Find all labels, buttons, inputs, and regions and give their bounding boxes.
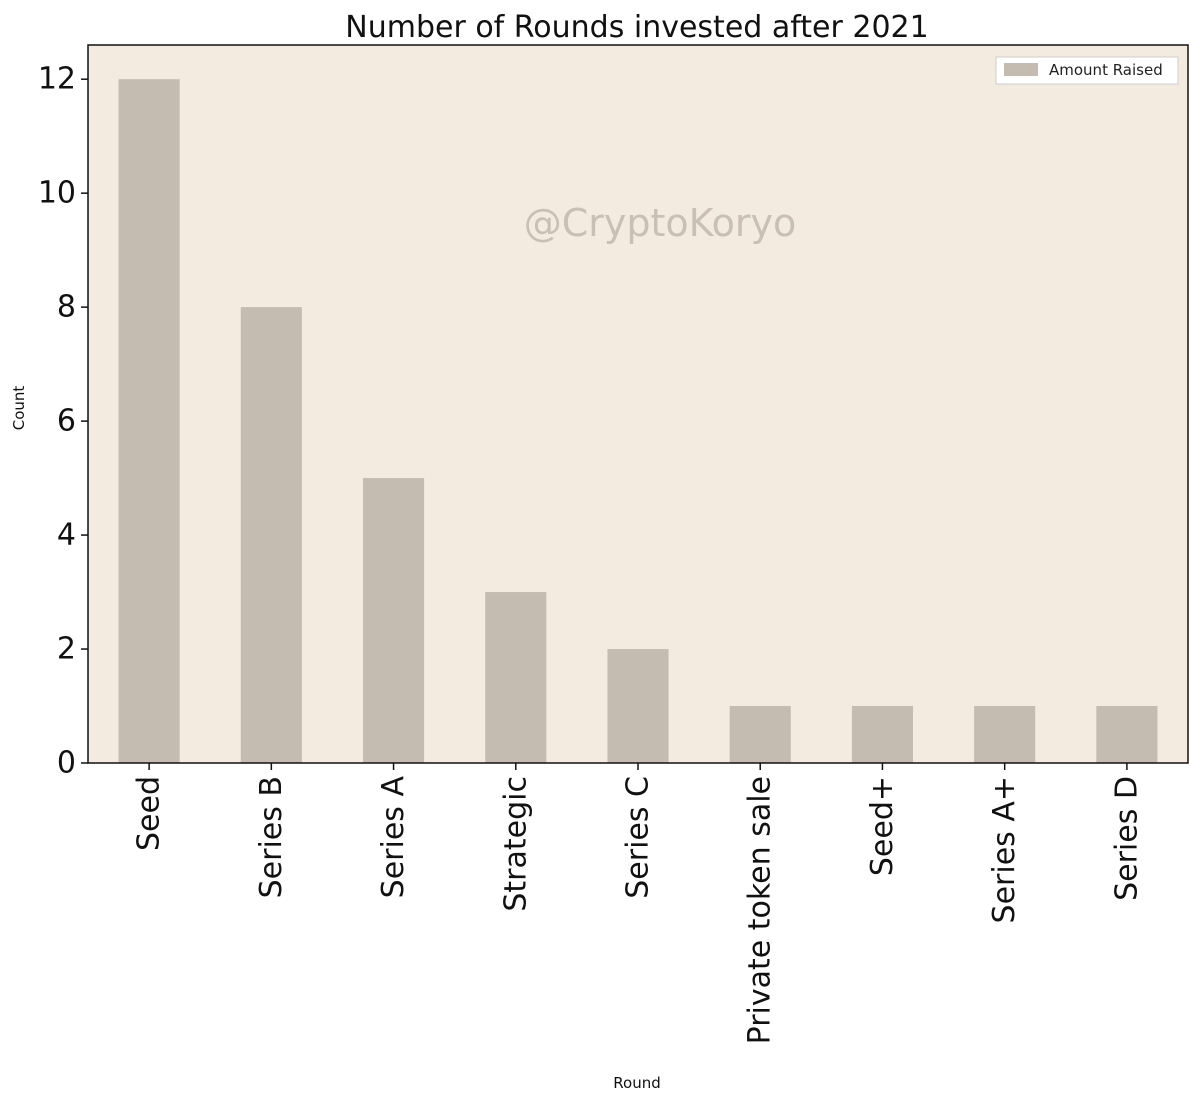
bar-strategic (485, 592, 547, 763)
x-tick-label: Series B (254, 776, 289, 898)
x-tick-label: Series C (621, 776, 656, 899)
x-tick-label: Series D (1109, 776, 1144, 901)
y-tick-label: 0 (57, 746, 76, 781)
plot-frame (87, 44, 1189, 764)
bar-private-token-sale (729, 706, 791, 763)
y-tick-label: 12 (38, 62, 76, 97)
bar-seed- (851, 706, 913, 763)
bar-series-a (363, 478, 425, 763)
x-tick-label: Series A (376, 776, 411, 899)
x-tick-label: Strategic (498, 776, 533, 912)
x-axis-ticks: Seed Series B Series A Strategic Series C Pri… (132, 763, 1144, 1044)
x-tick-label: Series A+ (987, 776, 1022, 923)
bars-group (118, 79, 1158, 763)
y-tick-label: 6 (57, 404, 76, 439)
y-tick-label: 10 (38, 176, 76, 211)
x-tick-label: Private token sale (743, 776, 778, 1044)
bar-series-a- (974, 706, 1036, 763)
y-axis-ticks: 0 2 4 6 8 10 12 (38, 62, 88, 781)
y-axis-label: Count (10, 386, 28, 431)
bar-series-b (240, 307, 302, 763)
bar-seed (118, 79, 180, 763)
watermark: @CryptoKoryo (524, 201, 797, 245)
legend: Amount Raised (995, 56, 1179, 85)
y-tick-label: 8 (57, 290, 76, 325)
x-tick-label: Seed+ (865, 776, 900, 876)
x-tick-label: Seed (132, 776, 167, 851)
legend-label: Amount Raised (1049, 61, 1163, 79)
bar-series-c (607, 649, 669, 763)
chart-title: Number of Rounds invested after 2021 (345, 10, 928, 45)
y-tick-label: 4 (57, 518, 76, 553)
x-axis-label: Round (613, 1074, 660, 1092)
y-tick-label: 2 (57, 632, 76, 667)
bar-series-d (1096, 706, 1158, 763)
legend-swatch (1004, 63, 1038, 76)
